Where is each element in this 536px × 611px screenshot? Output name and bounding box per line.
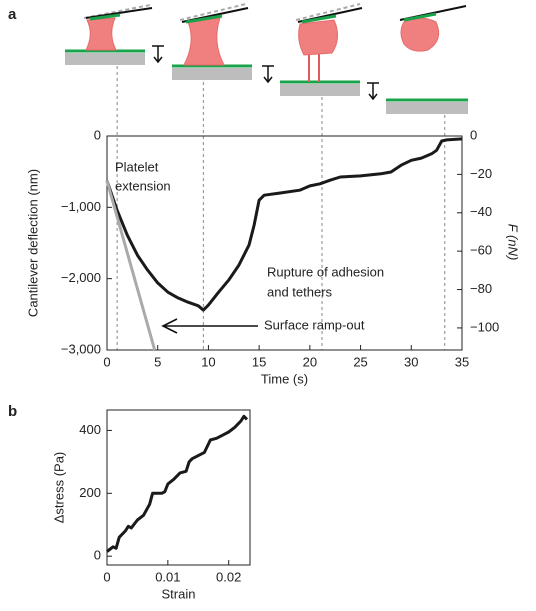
y-tick-label: −1,000 — [61, 199, 101, 214]
x-axis-label: Strain — [162, 586, 196, 601]
y-axis-label: Δstress (Pa) — [51, 452, 66, 524]
cantilever-coating — [89, 13, 121, 21]
ramp-arrow — [262, 65, 274, 84]
cantilever — [85, 7, 153, 19]
data-line — [105, 137, 463, 312]
cantilever-coating — [301, 14, 337, 24]
y2-tick-label: −100 — [470, 319, 499, 334]
platelet — [298, 19, 338, 56]
panel-label: b — [8, 403, 17, 420]
data-line — [105, 180, 157, 351]
cantilever-coating — [185, 14, 223, 24]
plot-frame — [106, 135, 463, 351]
x-tick-label: 25 — [353, 354, 367, 369]
y-tick-label: 400 — [79, 422, 101, 437]
y2-tick-label: −20 — [470, 166, 492, 181]
y2-tick-label: −80 — [470, 281, 492, 296]
annotation: Surface ramp-out — [264, 317, 365, 332]
platelet — [400, 17, 440, 52]
substrate — [386, 102, 468, 114]
y-tick-label: 200 — [79, 485, 101, 500]
cantilever-rest — [83, 4, 151, 19]
x-tick-label: 0.01 — [155, 569, 180, 584]
annotation: Rupture of adhesion — [267, 264, 384, 279]
cantilever-rest — [179, 3, 247, 21]
y2-axis-label: F (nN) — [506, 224, 521, 261]
schematics — [65, 3, 468, 114]
y2-tick-label: −60 — [470, 243, 492, 258]
ramp-arrow — [367, 82, 379, 101]
x-tick-label: 0 — [103, 354, 110, 369]
y2-tick-label: −40 — [470, 204, 492, 219]
x-tick-label: 35 — [455, 354, 469, 369]
y-axis-label: Cantilever deflection (nm) — [25, 169, 40, 317]
platelet — [85, 17, 117, 51]
y-tick-label: −3,000 — [61, 341, 101, 356]
x-tick-label: 5 — [154, 354, 161, 369]
y2-tick-label: 0 — [470, 127, 477, 142]
x-tick-label: 15 — [252, 354, 266, 369]
data-line — [106, 414, 249, 553]
y-tick-label: 0 — [94, 127, 101, 142]
x-tick-label: 10 — [201, 354, 215, 369]
x-tick-label: 0.02 — [216, 569, 241, 584]
x-tick-label: 20 — [303, 354, 317, 369]
substrate — [280, 84, 360, 96]
annotation: and tethers — [267, 284, 333, 299]
annotation: extension — [115, 178, 171, 193]
substrate — [172, 68, 252, 80]
cantilever-coating — [403, 12, 437, 22]
annotation-arrow — [161, 318, 258, 334]
x-axis-label: Time (s) — [261, 371, 308, 386]
x-tick-label: 30 — [404, 354, 418, 369]
annotation: Platelet — [115, 159, 159, 174]
x-tick-label: 0 — [103, 569, 110, 584]
ramp-arrow — [152, 45, 164, 64]
cantilever-rest — [295, 3, 361, 21]
platelet — [183, 17, 225, 66]
panel-label: a — [8, 6, 17, 23]
substrate — [65, 53, 145, 65]
plot-frame — [106, 409, 251, 566]
y-tick-label: 0 — [94, 548, 101, 563]
y-tick-label: −2,000 — [61, 270, 101, 285]
